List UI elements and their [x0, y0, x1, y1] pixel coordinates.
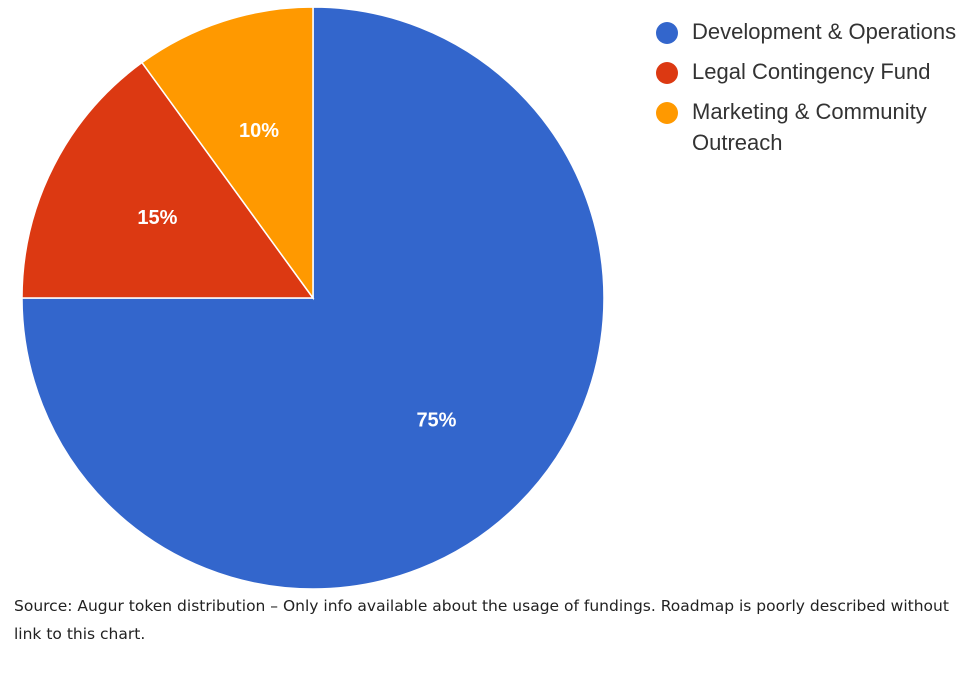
legend-label: Development & Operations [692, 19, 957, 44]
pie-slice-1 [21, 61, 315, 299]
legend-label: Legal Contingency Fund [692, 59, 931, 84]
legend-item-marketing-community-outreach: Marketing & Community Outreach [656, 96, 976, 158]
legend-swatch-development-operations [656, 22, 678, 44]
legend-item-legal-contingency-fund: Legal Contingency Fund [656, 56, 976, 87]
legend-label: Marketing & Community Outreach [692, 99, 927, 155]
legend-swatch-legal-contingency-fund [656, 62, 678, 84]
slice-label-1: 15% [137, 207, 177, 229]
legend: Development & Operations Legal Contingen… [656, 16, 976, 167]
pie-slice-0 [21, 6, 605, 590]
slice-label-0: 75% [416, 410, 456, 432]
slice-label-2: 10% [239, 120, 279, 142]
pie-slice-2 [140, 6, 314, 301]
chart-caption: Source: Augur token distribution – Only … [14, 597, 949, 643]
legend-swatch-marketing-community-outreach [656, 102, 678, 124]
pie-chart: 75% 15% 10% [21, 6, 605, 590]
legend-item-development-operations: Development & Operations [656, 16, 976, 47]
